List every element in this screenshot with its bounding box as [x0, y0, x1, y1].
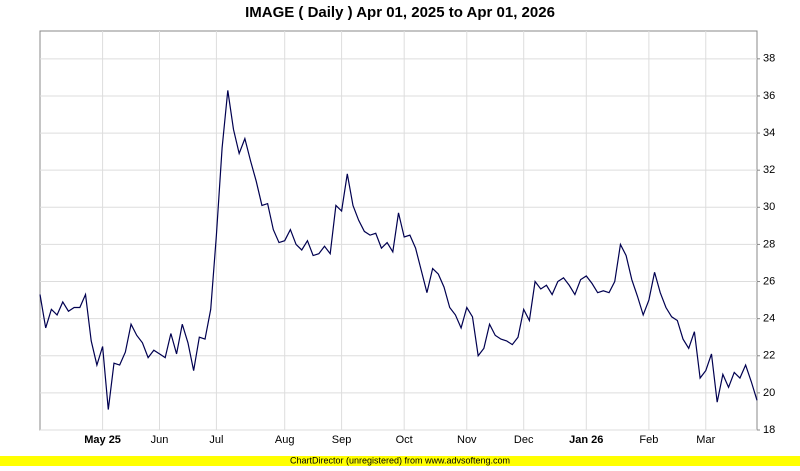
x-tick-label: Feb — [639, 434, 658, 446]
y-tick-label: 36 — [763, 90, 775, 102]
chart-title: IMAGE ( Daily ) Apr 01, 2025 to Apr 01, … — [245, 4, 555, 21]
y-tick-label: 24 — [763, 313, 775, 325]
plot-border — [39, 30, 758, 431]
y-tick-label: 28 — [763, 238, 775, 250]
y-tick-label: 34 — [763, 127, 775, 139]
x-tick-label: Jan 26 — [569, 434, 603, 446]
x-tick-label: Oct — [396, 434, 413, 446]
x-tick-label: Sep — [332, 434, 352, 446]
x-tick-label: May 25 — [84, 434, 121, 446]
footer-band — [0, 456, 800, 466]
y-tick-label: 22 — [763, 350, 775, 362]
y-tick-label: 18 — [763, 424, 775, 436]
y-tick-label: 38 — [763, 53, 775, 65]
x-tick-label: Jul — [209, 434, 223, 446]
x-tick-label: Dec — [514, 434, 534, 446]
x-tick-label: Mar — [696, 434, 715, 446]
x-tick-label: Aug — [275, 434, 295, 446]
price-line — [39, 90, 758, 410]
x-tick-label: Jun — [151, 434, 169, 446]
y-tick-label: 30 — [763, 201, 775, 213]
y-tick-label: 32 — [763, 164, 775, 176]
x-tick-label: Nov — [457, 434, 477, 446]
y-tick-label: 26 — [763, 275, 775, 287]
y-tick-label: 20 — [763, 387, 775, 399]
footer-text: ChartDirector (unregistered) from www.ad… — [290, 455, 510, 465]
